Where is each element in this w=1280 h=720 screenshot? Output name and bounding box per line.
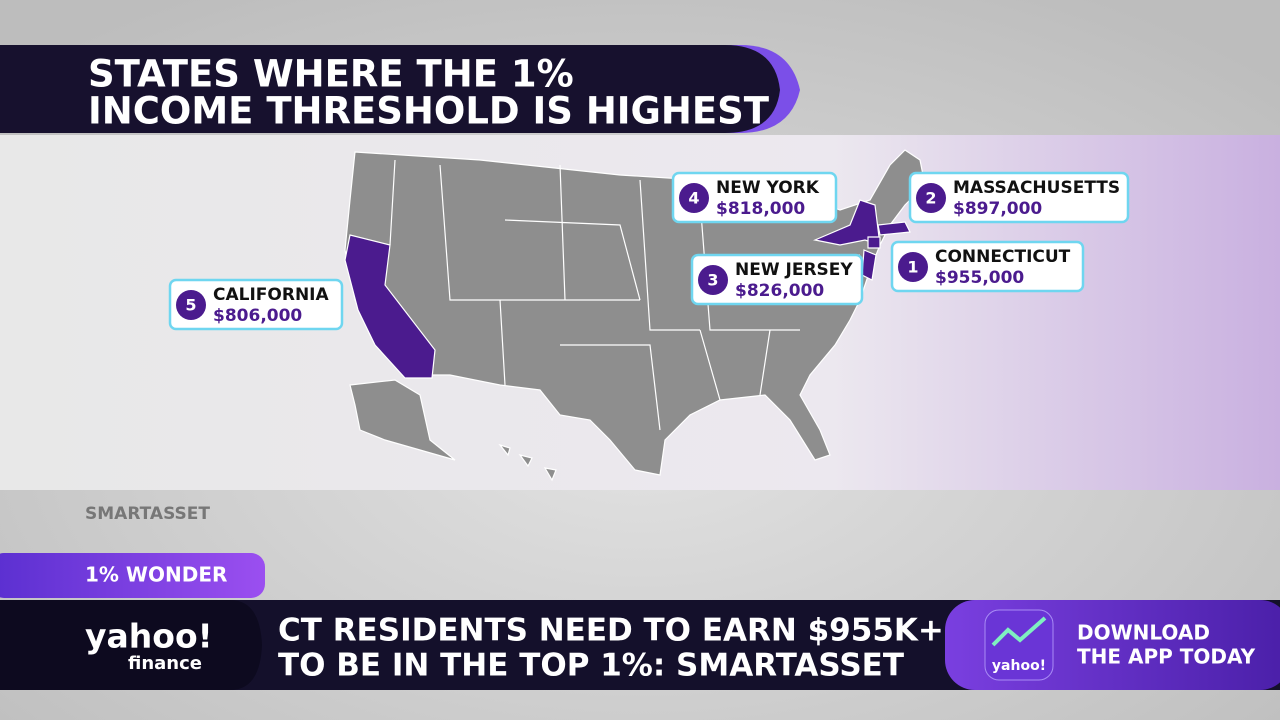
callout-box (908, 171, 1130, 224)
rank: 2 (925, 189, 936, 208)
rank-badge (698, 265, 728, 295)
headline-line: TO BE IN THE TOP 1%: SMARTASSET (278, 648, 904, 684)
us-map (344, 149, 926, 482)
rank-badge (176, 290, 206, 320)
state-name: CALIFORNIA (213, 285, 329, 305)
state-name: MASSACHUSETTS (953, 178, 1120, 198)
logo-sub: finance (128, 653, 202, 674)
state-name: NEW YORK (716, 178, 820, 198)
app-icon-graph (991, 616, 1047, 647)
title-bar (0, 45, 780, 133)
rank: 3 (707, 271, 718, 290)
callout-box (168, 278, 344, 331)
callout-box (890, 240, 1085, 293)
threshold: $955,000 (935, 268, 1024, 288)
promo-text: DOWNLOAD (1077, 621, 1210, 645)
threshold: $897,000 (953, 199, 1042, 219)
rank: 5 (185, 296, 196, 315)
logo-brand: yahoo! (85, 617, 213, 656)
callout-box (690, 253, 864, 306)
threshold: $818,000 (716, 199, 805, 219)
threshold: $826,000 (735, 281, 824, 301)
tag (0, 553, 265, 598)
title-line: INCOME THRESHOLD IS HIGHEST (88, 90, 770, 133)
rank-badge (916, 183, 946, 213)
rank-badge (898, 252, 928, 282)
rank: 1 (907, 258, 918, 277)
state-name: CONNECTICUT (935, 247, 1071, 267)
threshold: $806,000 (213, 306, 302, 326)
promo-text: THE APP TODAY (1077, 645, 1256, 669)
rank: 4 (688, 189, 699, 208)
title-line: STATES WHERE THE 1% (88, 53, 574, 96)
callout-box (671, 171, 838, 224)
headline-line: CT RESIDENTS NEED TO EARN $955K+ (278, 613, 944, 649)
tag-text: 1% WONDER (85, 563, 227, 587)
state-name: NEW JERSEY (735, 260, 853, 280)
rank-badge (679, 183, 709, 213)
source: SMARTASSET (85, 504, 210, 524)
callouts: 5 CALIFORNIA$806,000 4 NEW YORK$818,000 2 MAS… (168, 171, 1130, 331)
app-icon-text: yahoo! (992, 658, 1046, 674)
logo-box (0, 600, 262, 690)
